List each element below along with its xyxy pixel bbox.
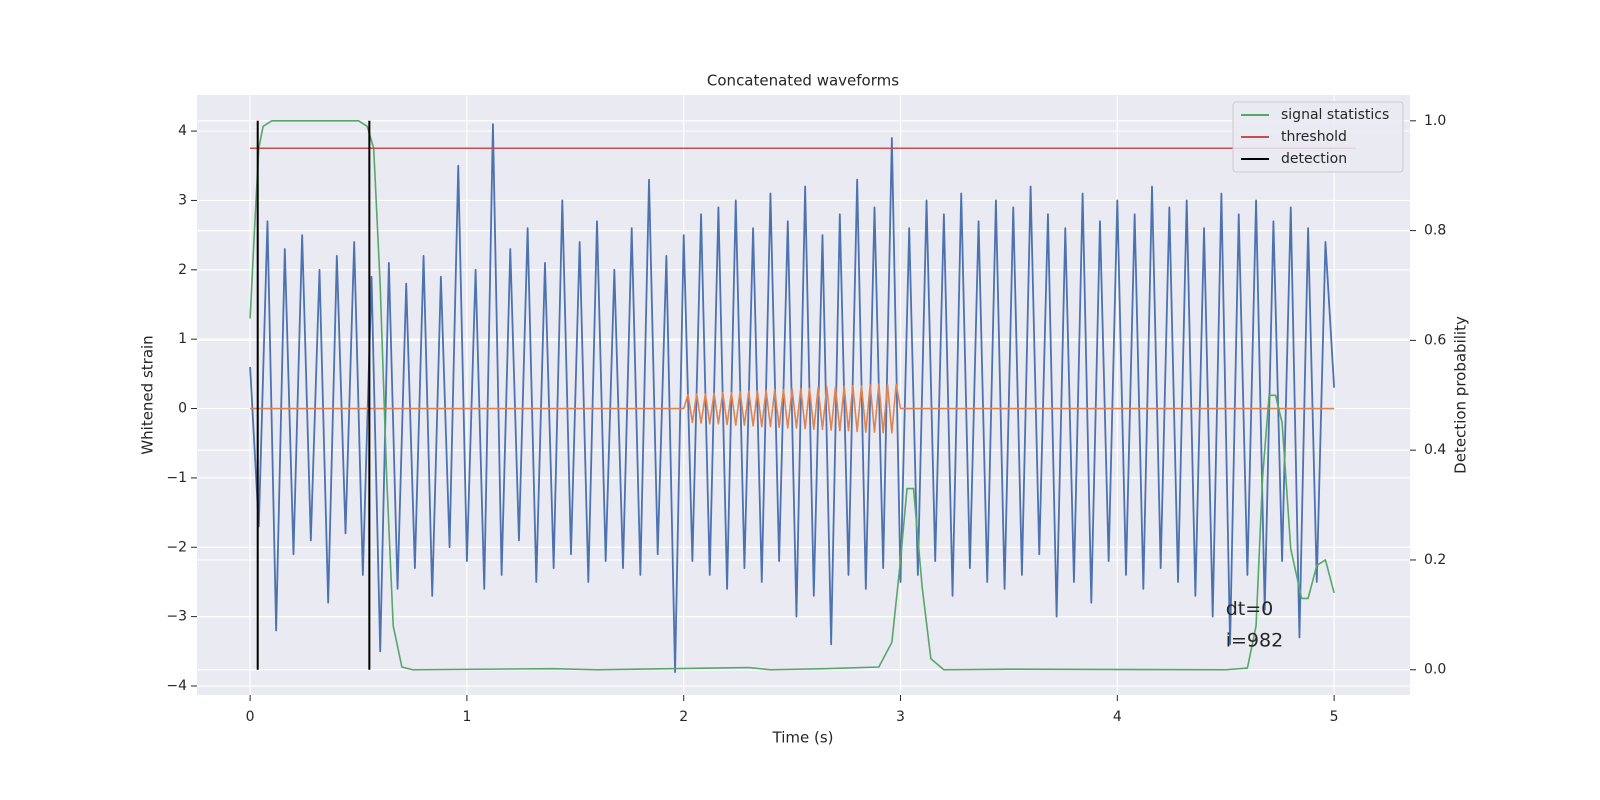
- y-tick-label: −1: [166, 470, 187, 486]
- y2-tick-label: 0.6: [1424, 332, 1446, 348]
- x-tick-label: 3: [896, 709, 905, 725]
- annotation: i=982: [1226, 629, 1283, 651]
- y2-tick-label: 0.4: [1424, 442, 1446, 458]
- marks: [249, 123, 1336, 674]
- legend-label: detection: [1281, 151, 1347, 167]
- y2-tick-label: 0.0: [1424, 662, 1446, 678]
- series-line: [249, 123, 1336, 674]
- x-tick-label: 2: [679, 709, 688, 725]
- y-axis-label: Whitened strain: [139, 335, 157, 454]
- y-tick-label: −4: [166, 678, 187, 694]
- y2-tick-label: 1.0: [1424, 113, 1446, 129]
- annotation: dt=0: [1226, 598, 1274, 620]
- series-line: [250, 383, 1335, 434]
- y-tick-label: −2: [166, 539, 187, 555]
- series-line: [249, 120, 1335, 671]
- legend-label: signal statistics: [1281, 107, 1389, 123]
- y-tick-label: 3: [178, 192, 187, 208]
- x-tick-label: 1: [462, 709, 471, 725]
- legend-box: [1232, 101, 1404, 173]
- y2-tick-label: 0.2: [1424, 552, 1446, 568]
- y-tick-label: 0: [178, 401, 187, 417]
- y-tick-label: 1: [178, 331, 187, 347]
- y2-axis-label: Detection probability: [1452, 316, 1470, 474]
- chart-title: Concatenated waveforms: [707, 72, 899, 90]
- y-tick-label: −3: [166, 609, 187, 625]
- x-tick-label: 5: [1330, 709, 1339, 725]
- legend-label: threshold: [1281, 129, 1347, 145]
- x-tick-label: 4: [1113, 709, 1122, 725]
- y-tick-label: 2: [178, 262, 187, 278]
- x-tick-label: 0: [246, 709, 255, 725]
- y-tick-label: 4: [178, 123, 187, 139]
- y2-tick-label: 0.8: [1424, 223, 1446, 239]
- overlay: dt=0 i=982 signal statistics threshold detec…: [249, 101, 1404, 671]
- x-axis-label: Time (s): [772, 729, 834, 747]
